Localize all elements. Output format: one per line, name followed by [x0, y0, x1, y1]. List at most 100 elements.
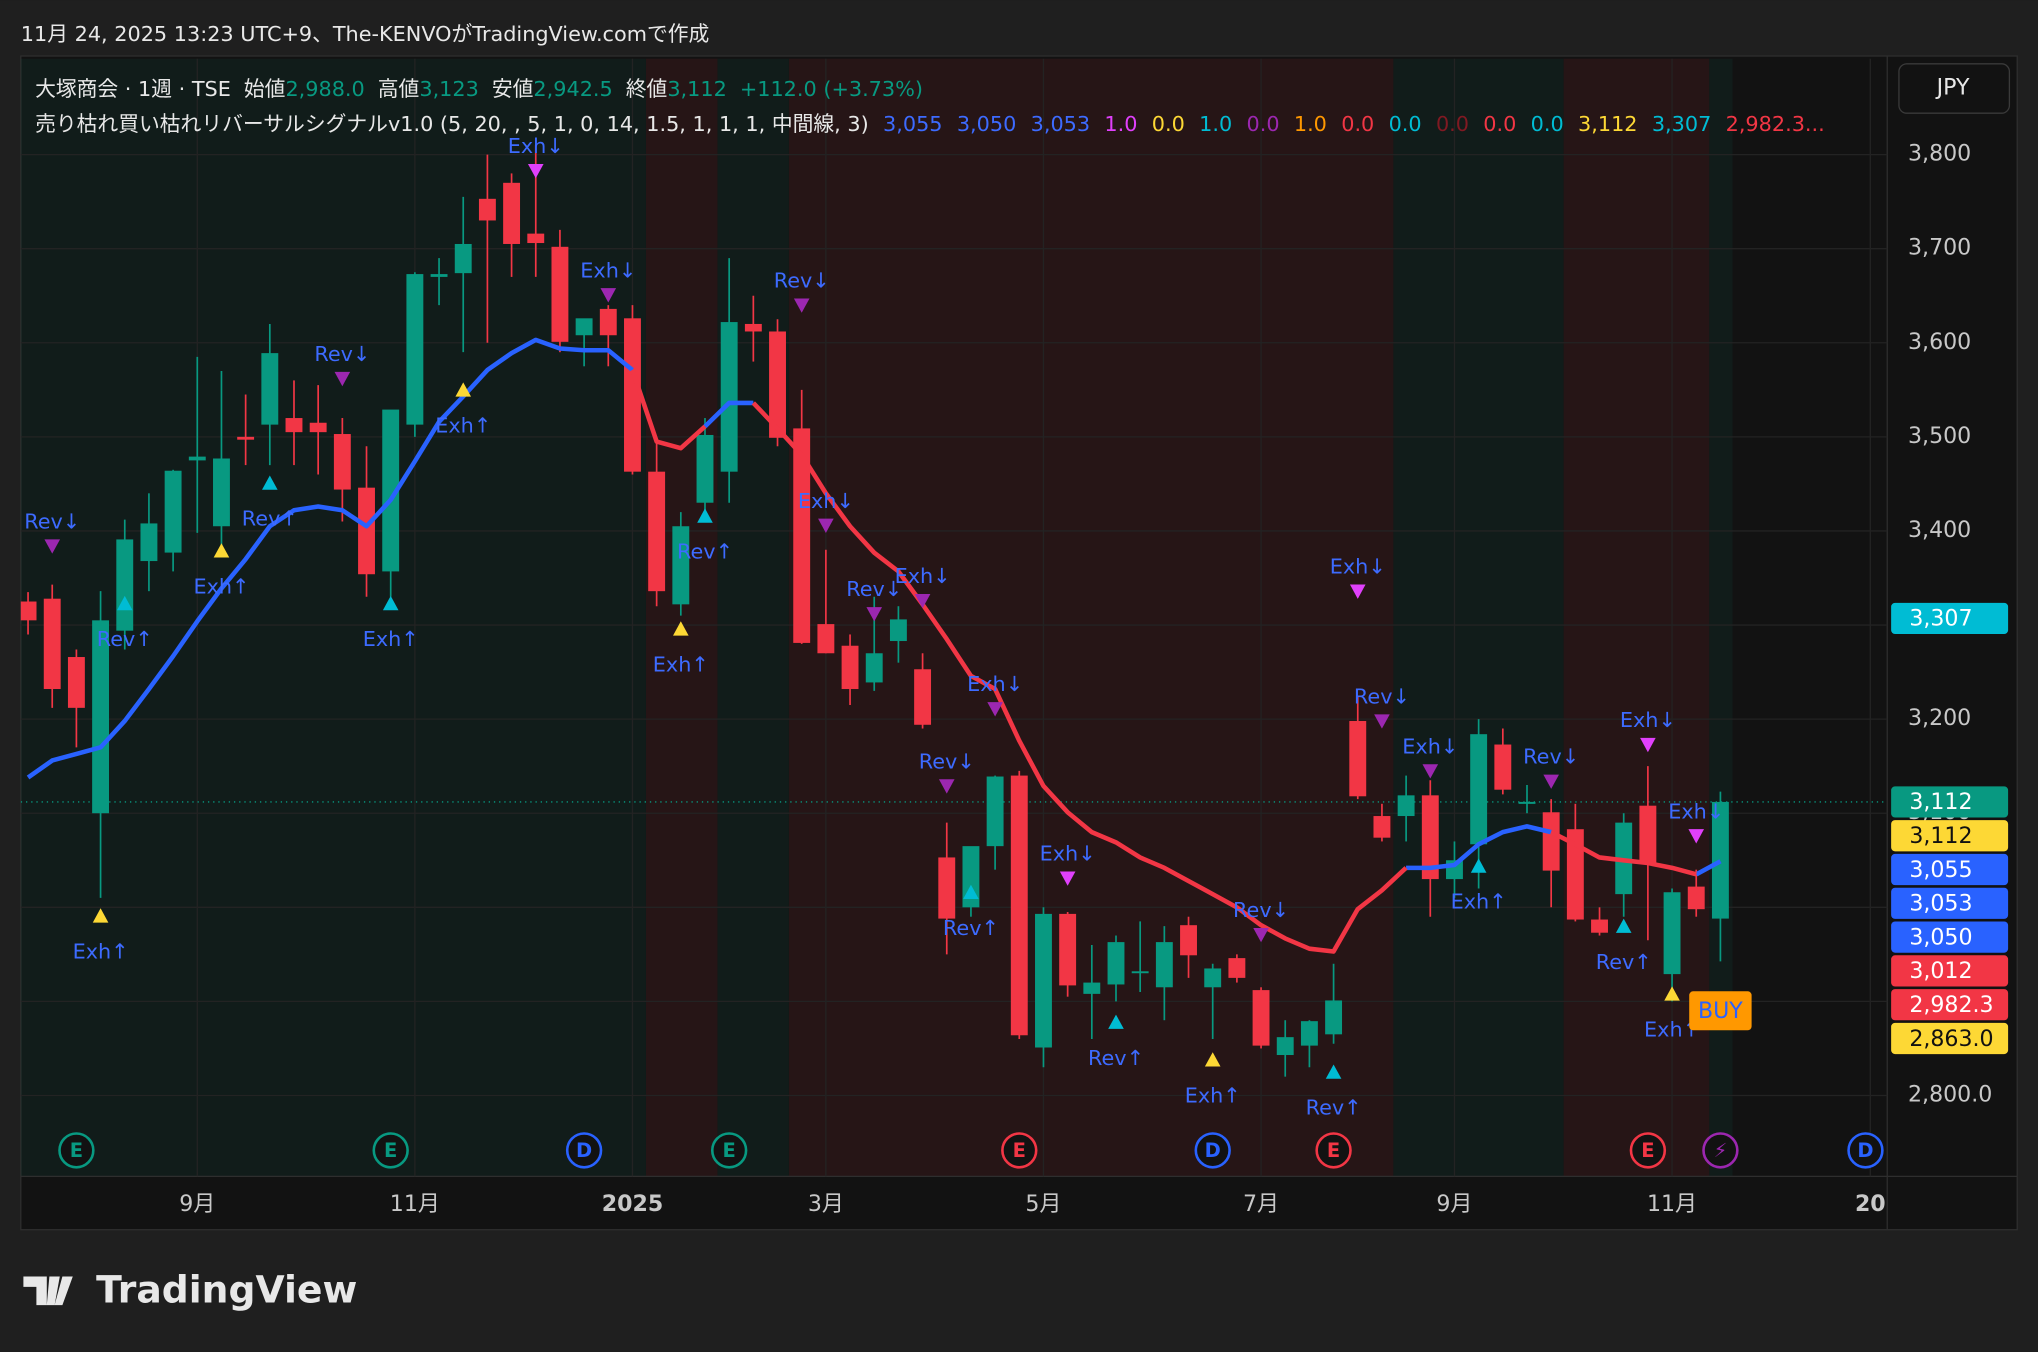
event-label: D [576, 1139, 592, 1162]
signal-marker [1325, 1064, 1342, 1079]
candle-body [841, 645, 859, 690]
candle-body [1663, 892, 1681, 975]
indicator-value: 0.0 [1436, 112, 1469, 136]
candle-body [1204, 968, 1222, 988]
candle-body [1059, 913, 1077, 986]
signal-marker [1204, 1052, 1221, 1067]
candle-body [67, 657, 85, 708]
x-tick-label: 11月 [1647, 1191, 1697, 1217]
signal-label: Rev↑ [242, 507, 298, 531]
signal-label: Exh↓ [798, 489, 854, 513]
indicator-value: 3,050 [957, 112, 1017, 136]
candle-body [1591, 919, 1608, 933]
y-tick-label: 3,600 [1908, 329, 1971, 355]
candle-body [1155, 942, 1173, 988]
signal-marker [1664, 986, 1680, 1001]
buy-badge [1689, 991, 1752, 1031]
legend-line: 大塚商会 · 1週 · TSE 始値2,988.0 高値3,123 安値2,942.5… [35, 77, 923, 101]
indicator-value: 1.0 [1104, 112, 1137, 136]
event-label: E [70, 1139, 83, 1162]
candle-body [430, 274, 448, 277]
candle-body [889, 619, 907, 642]
candle-body [1083, 982, 1101, 994]
candle-body [503, 182, 521, 244]
candle-body [1470, 734, 1488, 845]
indicator-value: 0.0 [1531, 112, 1564, 136]
event-badge [372, 1132, 409, 1169]
indicator-value: 1.0 [1199, 112, 1232, 136]
indicator-name: 売り枯れ買い枯れリバーサルシグナルv1.0 (5, 20, , 5, 1, 0,… [35, 112, 869, 136]
legend-name: 安値 [492, 77, 534, 101]
signal-marker [987, 702, 1003, 717]
signal-marker [1059, 871, 1076, 886]
event-badge [1315, 1132, 1352, 1169]
event-badge [1629, 1132, 1667, 1169]
signal-marker [938, 779, 955, 794]
signal-marker [600, 288, 617, 303]
indicator-value: 2,982.3... [1726, 112, 1825, 136]
signal-label: Exh↓ [1620, 708, 1676, 732]
signal-label: Exh↑ [73, 939, 129, 963]
candle-body [188, 456, 206, 461]
indicator-value: 0.0 [1389, 112, 1422, 136]
currency[interactable]: JPY [1935, 75, 1970, 101]
candle-body [478, 198, 496, 221]
signal-marker [262, 475, 278, 490]
candle-body [575, 318, 593, 336]
signal-label: Rev↑ [1088, 1046, 1144, 1070]
caption: 11月 24, 2025 13:23 UTC+9、The-KENVOがTradi… [21, 22, 710, 46]
candle-body [116, 539, 134, 631]
candle-body [20, 601, 37, 621]
candle-body [1421, 795, 1439, 880]
signal-marker [1615, 918, 1632, 933]
trend-line [630, 369, 1697, 954]
event-label: D [1857, 1139, 1873, 1162]
candle-body [237, 436, 255, 440]
event-badge [1001, 1132, 1038, 1169]
currency-button[interactable] [1898, 63, 2011, 114]
candle-body [1373, 816, 1391, 838]
candle-body [1131, 971, 1149, 974]
event-label: E [723, 1139, 736, 1162]
buy-label: BUY [1698, 998, 1743, 1024]
x-tick-label: 11月 [390, 1191, 440, 1217]
signal-label: Rev↓ [846, 577, 902, 601]
candle-body [551, 246, 569, 342]
signal-marker [1422, 764, 1439, 779]
price-label-box [1891, 1022, 2009, 1055]
candle-body [527, 233, 545, 244]
signal-marker [92, 908, 109, 923]
signal-label: Exh↓ [1668, 799, 1724, 823]
candle-body [454, 243, 472, 274]
signal-label: Rev↑ [677, 540, 733, 564]
trend-line [26, 337, 1722, 877]
signal-label: Rev↓ [24, 509, 80, 533]
pane: Rev↓ Exh↑ Rev↑ Exh↑ Rev↑ Rev↓ Exh↑ Exh↑ Exh↓ Exh↓… [20, 58, 1888, 1177]
legend-value: 2,942.5 [533, 77, 612, 101]
candle-body [1349, 721, 1367, 797]
candle-body [648, 471, 666, 592]
price-label: 2,982.3 [1909, 992, 1993, 1018]
shade [1563, 58, 1710, 1177]
indicator-line: 売り枯れ買い枯れリバーサルシグナルv1.0 (5, 20, , 5, 1, 0,… [35, 112, 1825, 136]
signal-marker [1688, 829, 1705, 844]
price-label: 3,050 [1909, 924, 1972, 950]
signal-marker [866, 607, 883, 622]
signal-label: Rev↓ [1233, 898, 1289, 922]
candle-body [1542, 812, 1560, 871]
candle-body [1276, 1037, 1294, 1056]
indicator-value: 0.0 [1341, 112, 1374, 136]
indicator-value: 0.0 [1152, 112, 1185, 136]
candle-body [1010, 775, 1028, 1036]
indicator-value: 3,307 [1652, 112, 1712, 136]
candle-body [213, 458, 230, 527]
candle-body [333, 434, 351, 490]
indicator-value: 0.0 [1483, 112, 1516, 136]
price-label-box [1891, 955, 2009, 987]
candle-body [1566, 829, 1584, 920]
signal-marker [527, 163, 544, 179]
legend-name: 高値 [378, 77, 420, 101]
candle-body [358, 487, 375, 575]
signal-label: Exh↑ [1451, 890, 1507, 914]
legend-value: 2,988.0 [285, 77, 364, 101]
